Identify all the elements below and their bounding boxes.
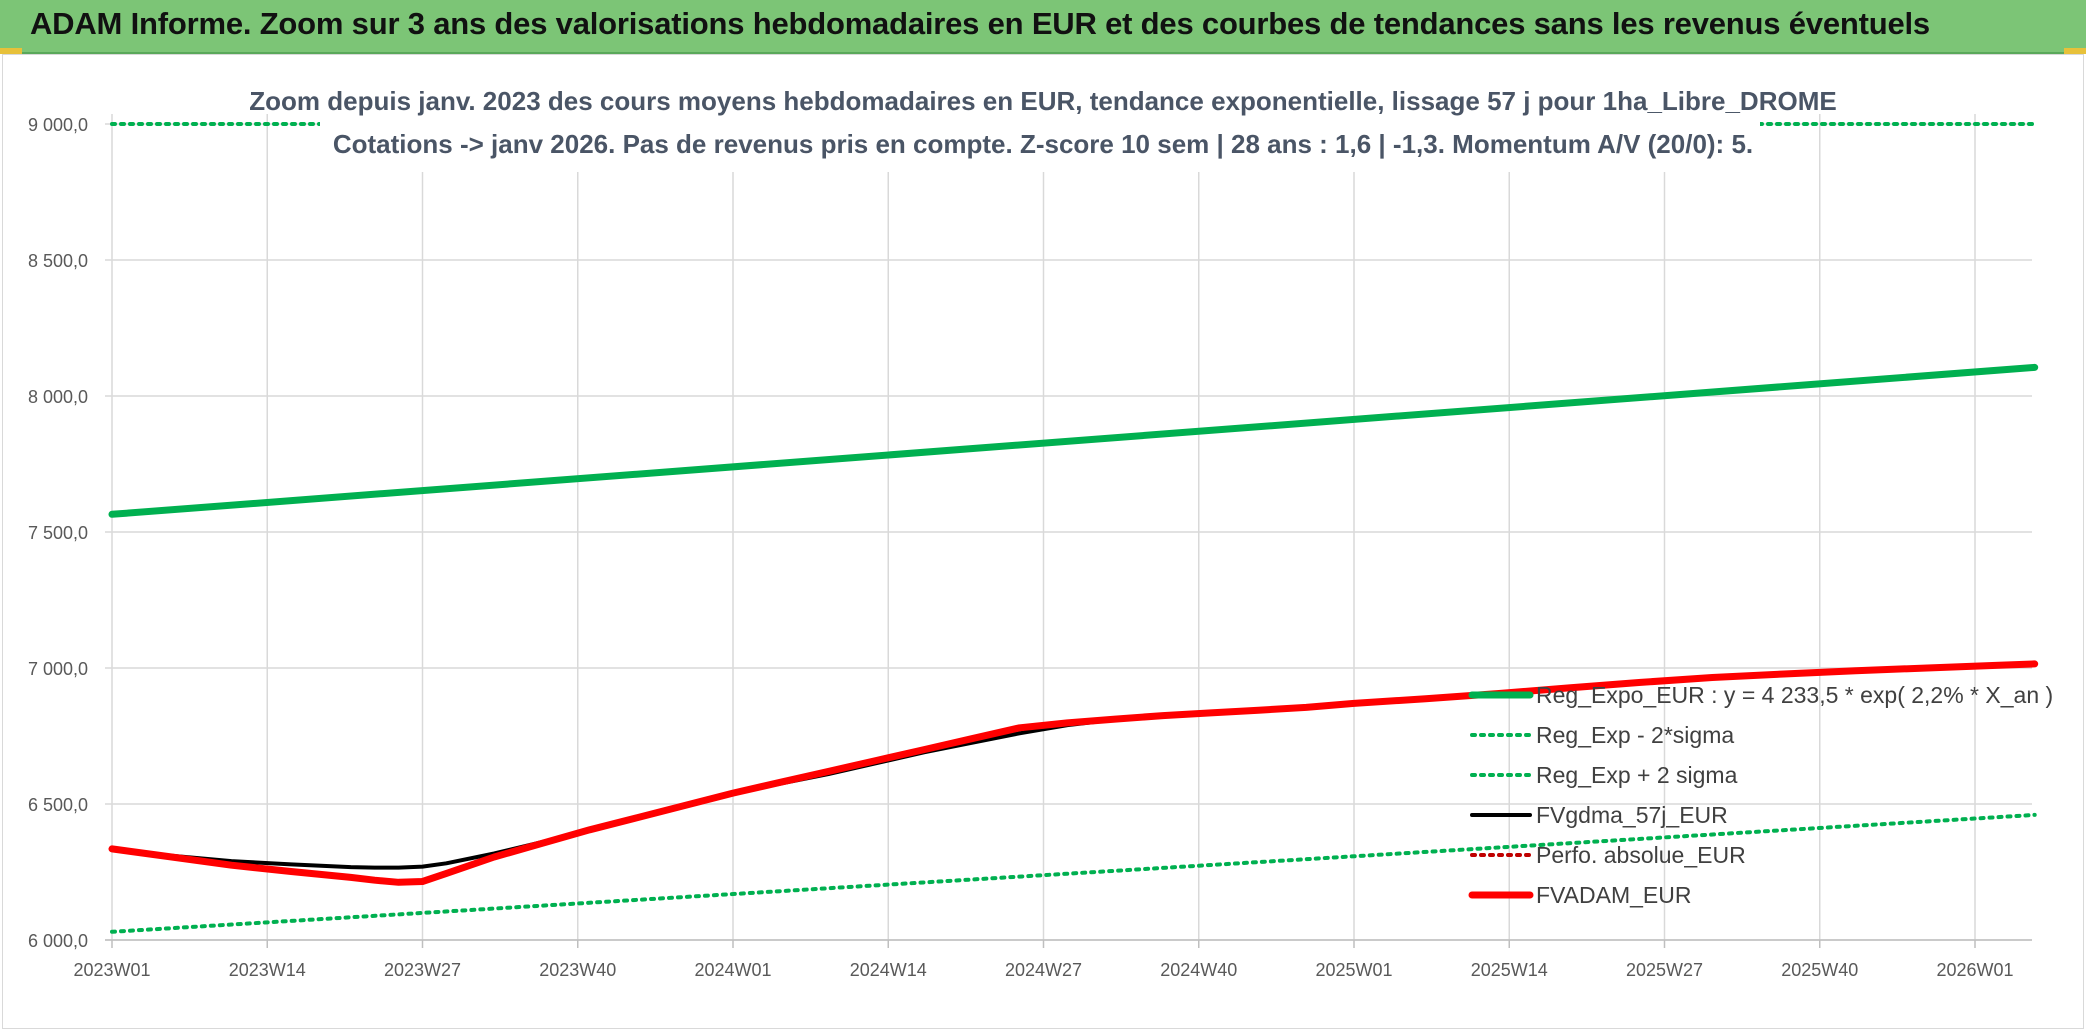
x-tick-label: 2024W01 [694, 960, 771, 980]
header-bar: ADAM Informe. Zoom sur 3 ans des valoris… [0, 0, 2086, 54]
header-accent-left [0, 48, 22, 54]
x-tick-label: 2023W27 [384, 960, 461, 980]
y-tick-label: 7 000,0 [28, 659, 88, 679]
y-tick-label: 6 500,0 [28, 795, 88, 815]
y-tick-label: 9 000,0 [28, 115, 88, 135]
legend-label-2: Reg_Exp + 2 sigma [1536, 762, 1738, 788]
y-tick-label: 8 500,0 [28, 251, 88, 271]
legend-label-1: Reg_Exp - 2*sigma [1536, 722, 1734, 748]
chart-gridlines [105, 114, 2032, 948]
x-tick-label: 2025W40 [1781, 960, 1858, 980]
y-tick-label: 6 000,0 [28, 931, 88, 951]
series-line-0 [108, 363, 2039, 518]
x-tick-label: 2023W14 [229, 960, 306, 980]
x-tick-label: 2025W14 [1471, 960, 1548, 980]
x-tick-label: 2023W40 [539, 960, 616, 980]
legend-label-5: FVADAM_EUR [1536, 882, 1692, 908]
page-title: ADAM Informe. Zoom sur 3 ans des valoris… [30, 6, 1930, 41]
legend-label-0: Reg_Expo_EUR : y = 4 233,5 * exp( 2,2% *… [1536, 682, 2053, 708]
y-tick-label: 8 000,0 [28, 387, 88, 407]
x-tick-label: 2024W14 [850, 960, 927, 980]
series-line-1 [110, 812, 2037, 934]
chart-subtitle-line2: Cotations -> janv 2026. Pas de revenus p… [333, 129, 1753, 159]
x-axis-ticks: 2023W01 2023W14 2023W27 2023W40 2024W01 2024W… [73, 960, 2013, 980]
chart-frame [2, 54, 2084, 1029]
y-axis-ticks: 6 000,0 6 500,0 7 000,0 7 500,0 8 000,0 8 500… [28, 115, 88, 951]
x-tick-label: 2024W27 [1005, 960, 1082, 980]
x-tick-label: 2024W40 [1160, 960, 1237, 980]
x-tick-label: 2025W01 [1315, 960, 1392, 980]
subtitle-background [320, 80, 1760, 172]
header-accent-right [2064, 48, 2086, 54]
chart-subtitle-line1: Zoom depuis janv. 2023 des cours moyens … [249, 86, 1836, 116]
x-tick-label: 2023W01 [73, 960, 150, 980]
series-line-5 [108, 660, 2039, 886]
legend-label-3: FVgdma_57j_EUR [1536, 802, 1728, 828]
x-tick-label: 2026W01 [1936, 960, 2013, 980]
y-tick-label: 7 500,0 [28, 523, 88, 543]
x-tick-label: 2025W27 [1626, 960, 1703, 980]
chart-series [108, 122, 2039, 934]
legend-label-4: Perfo. absolue_EUR [1536, 842, 1746, 868]
chart-legend: Reg_Expo_EUR : y = 4 233,5 * exp( 2,2% *… [1468, 682, 2053, 908]
